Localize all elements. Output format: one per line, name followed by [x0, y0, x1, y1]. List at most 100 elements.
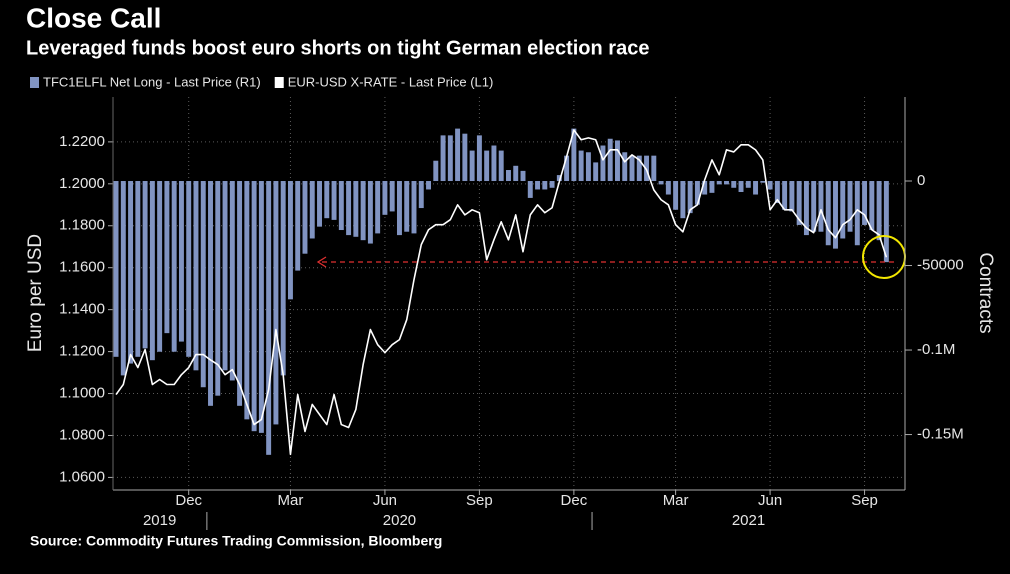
bar [542, 181, 548, 190]
bar [251, 181, 257, 432]
x-tick-label: Sep [851, 492, 878, 509]
bar [426, 181, 431, 190]
bar [789, 181, 795, 212]
arrow-head [316, 256, 327, 268]
bar [462, 133, 468, 182]
bar [556, 175, 562, 182]
bar [593, 162, 599, 182]
y-tick-label: 1.1000 [59, 385, 105, 402]
bar [607, 138, 613, 182]
bar [382, 181, 388, 215]
bar [215, 181, 221, 396]
bar [585, 152, 591, 182]
bar [266, 181, 272, 455]
bar [774, 181, 780, 203]
legend: TFC1ELFL Net Long - Last Price (R1) EUR-U… [30, 74, 493, 89]
bar [491, 145, 497, 182]
y-tick-label: 1.0600 [59, 468, 105, 485]
bar [651, 155, 657, 182]
legend-label: EUR-USD X-RATE - Last Price (L1) [288, 74, 494, 89]
bar [629, 155, 635, 182]
bar [157, 181, 163, 352]
y-tick-label: 1.2000 [59, 175, 105, 192]
bar [745, 181, 751, 188]
bar [418, 181, 424, 209]
bar [200, 181, 206, 388]
bar [724, 181, 729, 185]
y-tick-label: 1.1800 [59, 217, 105, 234]
bar [484, 150, 490, 182]
bar [389, 181, 395, 212]
bar [564, 155, 570, 182]
bar [796, 181, 802, 225]
bar [644, 155, 650, 182]
source: Source: Commodity Futures Trading Commis… [30, 533, 442, 549]
bar [128, 181, 134, 364]
bar [142, 181, 148, 349]
bar [455, 128, 461, 182]
bar [302, 181, 308, 254]
bar [164, 181, 170, 334]
bar [113, 181, 119, 357]
bar [360, 181, 366, 241]
y2-tick-label: 0 [917, 172, 925, 189]
bar [680, 181, 686, 219]
bar [825, 181, 831, 246]
bar [578, 150, 584, 182]
bar [869, 181, 875, 231]
legend-label: TFC1ELFL Net Long - Last Price (R1) [43, 74, 261, 89]
bar [411, 181, 417, 234]
bar [549, 181, 555, 188]
bar [367, 181, 373, 244]
bar [287, 181, 293, 300]
bar [433, 160, 439, 182]
year-label: 2019 [143, 512, 176, 529]
bar [716, 181, 722, 185]
bar [186, 181, 192, 357]
bar [862, 181, 868, 225]
bar [687, 181, 693, 214]
bar [615, 140, 620, 182]
bar [571, 128, 577, 182]
x-tick-label: Dec [175, 492, 202, 509]
bar [324, 181, 330, 219]
bar [818, 181, 824, 232]
bar [331, 181, 337, 220]
legend-swatch [30, 77, 39, 88]
bar [600, 145, 606, 182]
y-tick-label: 1.1600 [59, 259, 105, 276]
bar [440, 135, 446, 182]
bar [338, 181, 344, 231]
bar [237, 181, 243, 406]
bar [208, 181, 213, 406]
bar [469, 150, 475, 182]
bar [353, 181, 359, 237]
bar [229, 181, 235, 381]
bar [803, 181, 809, 236]
bar [520, 170, 526, 182]
year-label: 2021 [732, 512, 765, 529]
y-tick-label: 1.0800 [59, 426, 105, 443]
bar [178, 181, 184, 342]
bar [280, 181, 286, 376]
bar [535, 181, 541, 190]
bar [244, 181, 250, 420]
bar [222, 181, 228, 371]
bar [375, 181, 381, 234]
bar [171, 181, 177, 352]
x-tick-label: Dec [561, 492, 588, 509]
bar [404, 181, 410, 232]
bar [636, 155, 642, 182]
y-tick-label: 1.1200 [59, 343, 105, 360]
bar [396, 181, 402, 236]
bar [273, 181, 279, 425]
x-tick-label: Mar [663, 492, 689, 509]
x-tick-label: Sep [466, 492, 493, 509]
bar [833, 181, 838, 249]
y-tick-label: 1.2200 [59, 133, 105, 150]
bar [346, 181, 352, 236]
marks [113, 128, 889, 456]
y2-tick-label: -50000 [917, 256, 964, 273]
bar [694, 181, 700, 205]
